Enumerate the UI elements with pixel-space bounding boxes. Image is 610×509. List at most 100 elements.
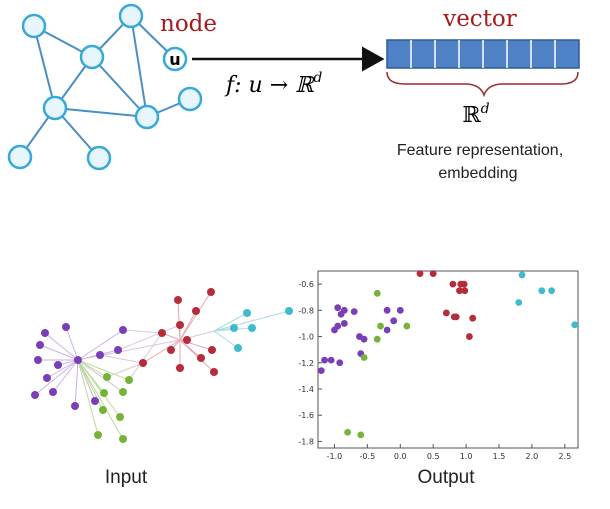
input-edge	[52, 359, 79, 393]
y-tick-label: -1.4	[298, 385, 314, 394]
plot-frame	[317, 270, 579, 449]
input-edge	[77, 339, 181, 361]
y-tick-label: -1.0	[298, 333, 314, 342]
mapping-function-label: f: u → ℝd	[224, 70, 322, 98]
scatter-point	[357, 431, 365, 439]
input-edge	[106, 362, 144, 378]
vector-title: vector	[442, 6, 517, 32]
input-node-purple	[96, 351, 104, 359]
scatter-point	[416, 270, 424, 278]
scatter-point	[538, 287, 546, 295]
scatter-point	[327, 356, 335, 364]
scatter-point	[429, 270, 437, 278]
scatter-point	[383, 326, 391, 334]
graph-node	[79, 44, 105, 70]
graph-node	[118, 3, 144, 29]
scatter-point	[360, 335, 368, 343]
scatter-point	[403, 322, 411, 330]
y-tick-label: -1.8	[298, 437, 314, 446]
scatter-point	[336, 359, 344, 367]
vector-brace	[386, 71, 579, 98]
scatter-point	[321, 356, 328, 364]
x-tick-label: 2.5	[558, 452, 571, 461]
scatter-point	[334, 304, 342, 312]
graph-node	[177, 86, 203, 112]
input-graph	[31, 288, 293, 443]
input-edge	[77, 359, 96, 402]
input-node-green	[119, 435, 127, 443]
input-node-green	[100, 389, 108, 397]
scatter-point	[442, 309, 450, 317]
scatter-point	[350, 308, 358, 316]
input-node-red	[158, 329, 166, 337]
graph-edge	[91, 56, 148, 118]
input-node-cyan	[234, 344, 242, 352]
input-node-cyan	[243, 309, 251, 317]
y-tick-label: -1.6	[298, 411, 314, 420]
input-edge	[77, 359, 99, 436]
input-edge	[74, 359, 79, 407]
scatter-point	[460, 280, 468, 288]
node-title: node	[160, 11, 217, 37]
graph-node	[134, 104, 160, 130]
scatter-point	[465, 333, 473, 340]
graph-edge	[33, 25, 56, 109]
x-tick-label: -0.5	[360, 452, 376, 461]
graph-node	[21, 13, 47, 39]
scatter-point	[344, 428, 352, 436]
input-node-green	[119, 388, 127, 396]
input-node-red	[208, 346, 216, 354]
input-graph-edges	[34, 291, 290, 440]
input-label: Input	[105, 467, 148, 488]
input-node-red	[174, 296, 182, 304]
scatter-points	[317, 270, 579, 439]
input-edge	[117, 324, 181, 351]
scatter-point	[383, 306, 391, 314]
graph-edge	[130, 15, 148, 118]
input-node-red	[183, 336, 191, 344]
scatter-point	[450, 313, 458, 321]
scatter-point	[396, 306, 404, 314]
input-edge	[122, 329, 163, 334]
output-scatter-plot: -1.0 -0.5 0.0 0.5 1.0 1.5 2.0 2.5 -0.6-0.8-1.0-…	[298, 270, 579, 461]
input-node-purple	[31, 391, 39, 399]
input-node-purple	[71, 402, 79, 410]
x-tick-label: 0.0	[394, 452, 407, 461]
x-tick-label: 1.5	[493, 452, 506, 461]
input-node-purple	[91, 397, 99, 405]
input-edge	[77, 359, 130, 381]
scatter-point	[548, 287, 556, 295]
input-node-green	[103, 373, 111, 381]
node-u: u	[162, 46, 188, 72]
graph-node	[86, 145, 112, 171]
x-tick-label: 1.0	[460, 452, 473, 461]
embedding-vector	[386, 39, 580, 69]
input-node-purple	[119, 326, 127, 334]
scatter-point	[360, 354, 368, 361]
input-edge	[77, 359, 121, 418]
scatter-point	[337, 310, 345, 318]
graph-edge	[54, 107, 148, 118]
output-label: Output	[417, 467, 475, 488]
x-tick-label: -1.0	[327, 452, 343, 461]
input-node-purple	[114, 346, 122, 354]
input-node-red	[207, 288, 215, 296]
input-edge	[77, 359, 124, 440]
input-node-green	[99, 406, 107, 414]
scatter-point	[340, 320, 348, 327]
input-node-cyan	[248, 324, 256, 332]
input-node-purple	[36, 341, 44, 349]
input-node-red	[192, 307, 200, 315]
input-graph-nodes	[31, 288, 293, 443]
x-tick-label: 0.5	[427, 452, 440, 461]
input-edge	[213, 312, 248, 332]
scatter-point	[390, 317, 398, 325]
input-node-purple	[74, 356, 82, 364]
scatter-point	[373, 289, 381, 297]
input-edge	[77, 359, 124, 393]
input-node-green	[125, 376, 133, 384]
caption-line-2: embedding	[438, 165, 517, 182]
space-label: ℝd	[462, 101, 489, 128]
scatter-point	[469, 314, 477, 322]
